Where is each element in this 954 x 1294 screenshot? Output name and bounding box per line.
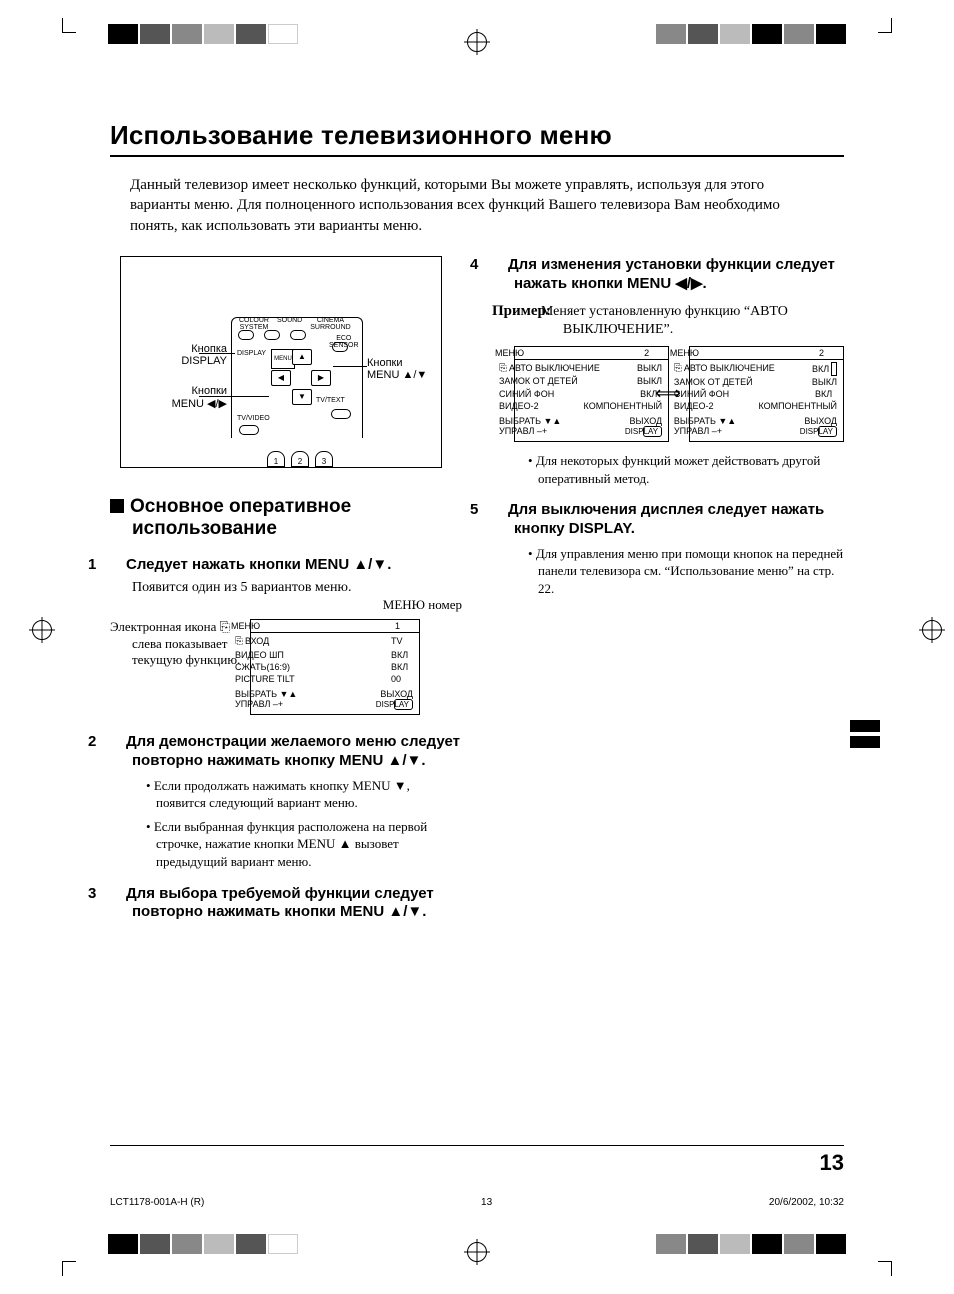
step-2: 2Для демонстрации желаемого меню следует… [110,733,462,870]
dpad-right-icon: ▶ [311,370,331,386]
crop-mark [872,1256,892,1276]
content-area: Использование телевизионного меню Данный… [110,120,844,1204]
footer-meta: LCT1178-001A-H (R) 13 20/6/2002, 10:32 [110,1197,844,1208]
section-heading: Основное оперативное использование [110,496,462,540]
intro-paragraph: Данный телевизор имеет несколько функций… [130,175,820,236]
title-rule [110,155,844,157]
step-1: 1Следует нажать кнопки MENU ▲/▼. Появитс… [110,556,462,716]
crop-mark [872,18,892,38]
left-column: Кнопка DISPLAY Кнопки MENU ◀/▶ Кнопки ME… [110,256,462,936]
footer-page: 13 [481,1197,492,1208]
step-5-bullets: Для управления меню при помощи кнопок на… [514,545,844,598]
step-2-bullets: Если продолжать нажимать кнопку MENU ▼, … [132,777,462,871]
remote-btn-display-label: DISPLAY [237,350,266,357]
side-crosshair [912,620,932,640]
remote-label-eco: ECO SENSOR [329,335,359,350]
side-crosshair [22,620,42,640]
step-3: 3Для выбора требуемой функции следует по… [110,885,462,923]
dpad-down-icon: ▼ [292,389,312,405]
osd-panel-2a: МЕНЮ2 ⎘АВТО ВЫКЛЮЧЕНИЕВЫКЛ ЗАМОК ОТ ДЕТЕ… [514,346,669,442]
crosshair-icon [467,32,487,52]
osd1-note: Электронная икона ⎘ слева показывает тек… [132,619,242,668]
two-column-layout: Кнопка DISPLAY Кнопки MENU ◀/▶ Кнопки ME… [110,256,844,936]
page-title: Использование телевизионного меню [110,120,844,151]
remote-btn-tvtext-label: TV/TEXT [316,397,345,404]
remote-number-row: 1 2 3 [267,451,333,467]
osd-panel-1: МЕНЮ1 ⎘ВХОДTV ВИДЕО ШПВКЛ СЖАТЬ(16:9)ВКЛ… [250,619,420,715]
step-4: 4Для изменения установки функции следует… [492,256,844,488]
example-text: Меняет установленную функцию “АВТО ВЫКЛЮ… [563,303,844,339]
crosshair-icon [467,1242,487,1262]
registration-bottom [0,1228,954,1276]
page-number: 13 [820,1150,844,1176]
remote-label-menu-lr: Кнопки MENU ◀/▶ [157,385,227,410]
osd-panel-2b: МЕНЮ2 ⎘АВТО ВЫКЛЮЧЕНИЕВКЛ ЗАМОК ОТ ДЕТЕЙ… [689,346,844,443]
osd-caption: МЕНЮ номер [132,597,462,613]
registration-top [0,18,954,66]
dpad-up-icon: ▲ [292,349,312,365]
crop-mark [62,18,82,38]
remote-btn-tvvideo-label: TV/VIDEO [237,415,270,422]
dpad-left-icon: ◀ [271,370,291,386]
right-column: 4Для изменения установки функции следует… [492,256,844,936]
step-5: 5Для выключения дисплея следует нажать к… [492,501,844,597]
footer-docid: LCT1178-001A-H (R) [110,1197,204,1208]
remote-diagram: Кнопка DISPLAY Кнопки MENU ◀/▶ Кнопки ME… [120,256,442,468]
osd-before-after: МЕНЮ2 ⎘АВТО ВЫКЛЮЧЕНИЕВЫКЛ ЗАМОК ОТ ДЕТЕ… [514,346,844,443]
page: Использование телевизионного меню Данный… [0,0,954,1294]
step-4-bullets: Для некоторых функций может действоватъ … [514,452,844,487]
remote-label-display: Кнопка DISPLAY [181,343,227,367]
remote-label-menu-ud: Кнопки MENU ▲/▼ [367,357,437,381]
page-number-rule [110,1145,844,1146]
edge-tabs [850,720,880,748]
crop-mark [62,1256,82,1276]
block-bullet-icon [110,499,124,513]
footer-date: 20/6/2002, 10:32 [769,1197,844,1208]
osd1-wrap: Электронная икона ⎘ слева показывает тек… [132,619,462,715]
